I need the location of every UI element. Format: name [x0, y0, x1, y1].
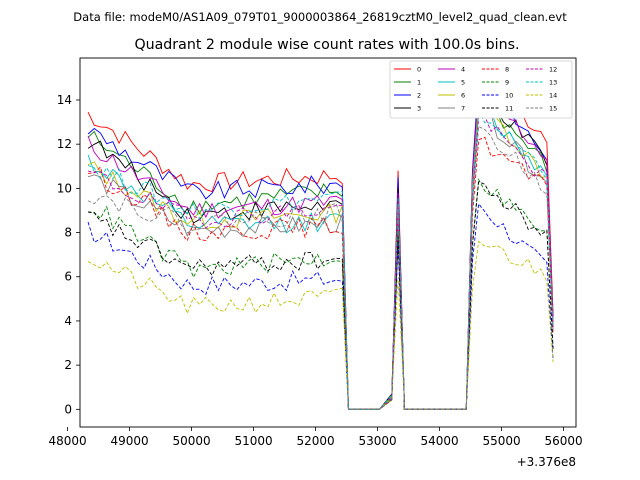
series-line-13	[87, 109, 554, 410]
x-tick-label: 52000	[297, 434, 335, 448]
x-tick-label: 53000	[359, 434, 397, 448]
y-tick-label: 14	[57, 93, 72, 107]
series-layer	[87, 76, 554, 410]
series-line-10	[87, 202, 554, 410]
series-line-5	[87, 102, 554, 410]
legend-label-15: 15	[549, 104, 557, 112]
series-line-4	[87, 85, 554, 410]
legend-box	[389, 60, 573, 119]
x-tick-label: 49000	[111, 434, 149, 448]
legend-label-8: 8	[505, 65, 509, 73]
chart-title: Quadrant 2 module wise count rates with …	[134, 37, 519, 53]
series-line-7	[87, 107, 554, 410]
legend-label-3: 3	[417, 104, 421, 112]
y-tick-label: 2	[64, 358, 72, 372]
series-line-1	[87, 93, 554, 410]
y-tick-label: 6	[64, 270, 72, 284]
x-tick-label: 50000	[173, 434, 211, 448]
legend-label-0: 0	[417, 65, 421, 73]
plot-area	[79, 57, 577, 428]
y-tick-label: 0	[64, 402, 72, 416]
series-line-6	[87, 98, 554, 410]
legend-label-4: 4	[461, 65, 465, 73]
legend-label-12: 12	[549, 65, 557, 73]
y-axis: 0 2 4 6 8 10 12 14	[57, 93, 80, 416]
legend-label-1: 1	[417, 78, 421, 86]
series-line-3	[87, 88, 554, 410]
legend-label-5: 5	[461, 78, 465, 86]
suptitle: Data file: modeM0/AS1A09_079T01_90000038…	[73, 10, 567, 24]
x-tick-label: 56000	[545, 434, 583, 448]
x-offset-label: +3.376e8	[517, 455, 576, 469]
legend-label-10: 10	[505, 91, 513, 99]
axes-frame	[79, 57, 577, 428]
legend-label-11: 11	[505, 104, 513, 112]
y-tick-label: 10	[57, 181, 72, 195]
x-tick-label: 54000	[421, 434, 459, 448]
legend-label-7: 7	[461, 104, 465, 112]
series-line-11	[87, 181, 554, 410]
series-line-2	[87, 76, 554, 410]
legend-label-6: 6	[461, 91, 465, 99]
y-tick-label: 4	[64, 314, 72, 328]
legend-label-13: 13	[549, 78, 557, 86]
x-tick-label: 48000	[49, 434, 87, 448]
legend-label-9: 9	[505, 78, 509, 86]
y-tick-label: 12	[57, 137, 72, 151]
legend-label-14: 14	[549, 91, 557, 99]
x-tick-label: 55000	[483, 434, 521, 448]
x-axis: 48000 49000 50000 51000 52000 53000 54000 55000…	[49, 427, 583, 448]
x-tick-label: 51000	[235, 434, 273, 448]
legend-label-2: 2	[417, 91, 421, 99]
series-line-8	[88, 136, 554, 410]
series-line-12	[87, 115, 554, 410]
series-line-14	[87, 240, 554, 410]
y-tick-label: 8	[64, 226, 72, 240]
